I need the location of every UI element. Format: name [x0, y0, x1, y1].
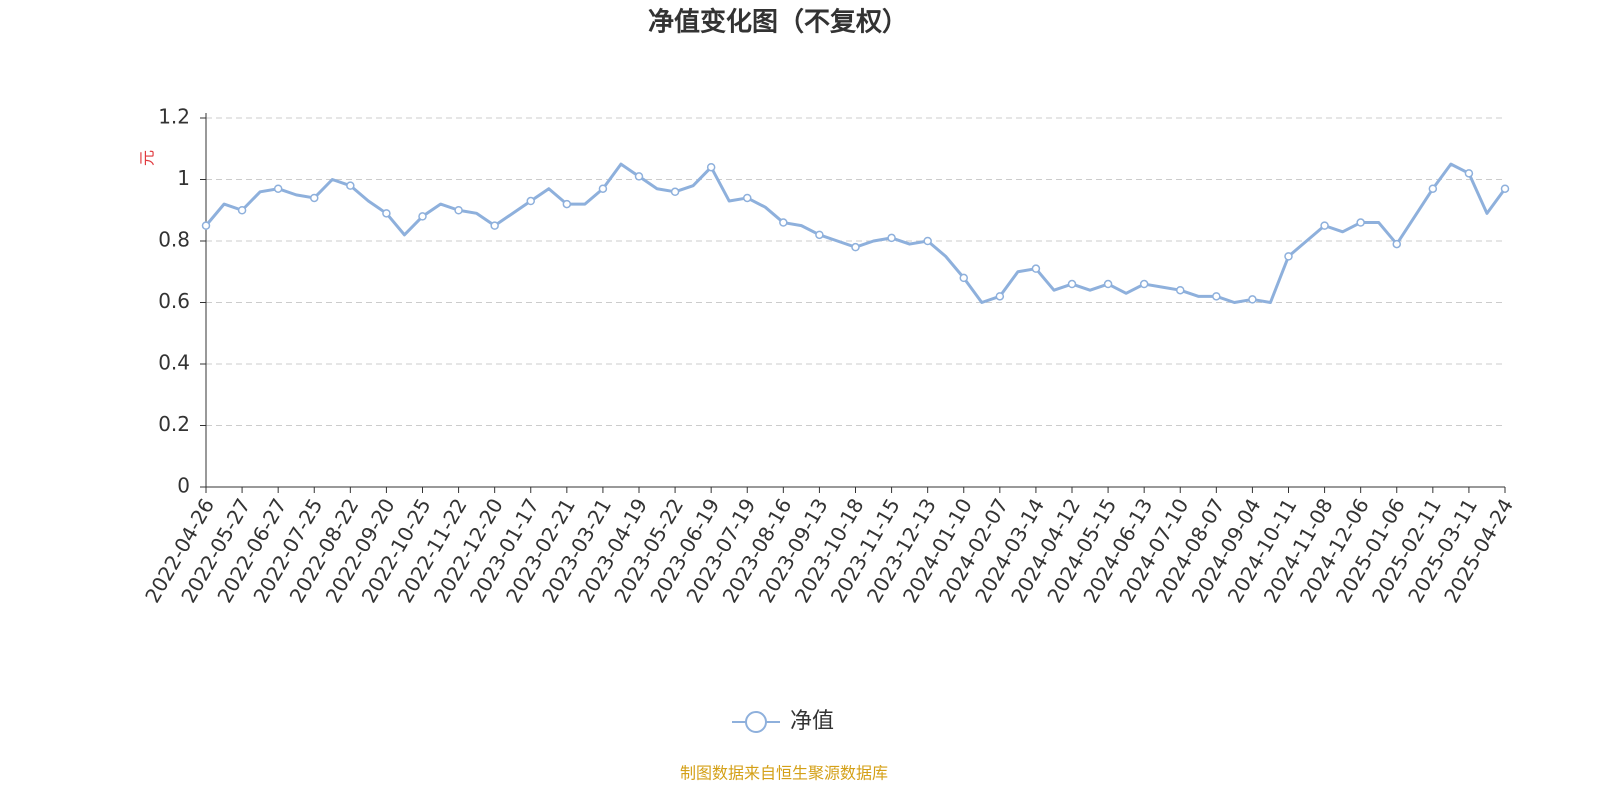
point	[815, 230, 824, 240]
y-tick-label: 0.6	[158, 289, 190, 313]
point	[743, 193, 752, 203]
y-tick-label: 0.2	[158, 412, 190, 436]
point	[490, 221, 499, 230]
y-tick-label: 0.4	[158, 351, 190, 375]
point	[562, 199, 572, 209]
y-tick-label: 1.2	[158, 105, 190, 129]
point	[237, 206, 247, 215]
point	[851, 242, 860, 252]
point	[887, 233, 896, 243]
point	[923, 236, 932, 246]
point	[1212, 292, 1221, 301]
point	[273, 184, 283, 193]
point	[1248, 295, 1257, 304]
point	[382, 209, 391, 218]
chart-title: 净值变化图（不复权）	[648, 7, 908, 38]
point	[1031, 264, 1041, 273]
point	[526, 196, 535, 206]
point	[418, 212, 427, 221]
point	[959, 273, 968, 283]
point	[779, 218, 788, 227]
point	[1320, 221, 1329, 230]
point	[706, 162, 716, 172]
point	[201, 221, 211, 230]
point	[670, 187, 680, 197]
legend-marker	[745, 711, 767, 733]
point	[1500, 184, 1510, 193]
point	[454, 206, 463, 215]
point	[634, 172, 644, 181]
point	[1103, 279, 1113, 289]
y-tick-label: 0.8	[158, 228, 190, 252]
point	[346, 181, 355, 190]
line	[204, 162, 1507, 304]
point	[310, 193, 319, 203]
y-tick-label: 1	[177, 166, 190, 190]
point	[1392, 239, 1401, 249]
point	[1067, 279, 1077, 289]
point	[1464, 169, 1474, 178]
legend-label: 净值	[790, 709, 834, 734]
y-axis-label: 元	[138, 150, 157, 166]
point	[1284, 252, 1293, 261]
point	[1139, 279, 1149, 289]
point	[995, 292, 1005, 301]
footnote: 制图数据来自恒生聚源数据库	[680, 764, 888, 783]
point	[1428, 184, 1438, 193]
point	[1356, 218, 1365, 227]
y-tick-label: 0	[177, 474, 190, 498]
point	[1176, 285, 1185, 295]
point	[598, 184, 608, 193]
